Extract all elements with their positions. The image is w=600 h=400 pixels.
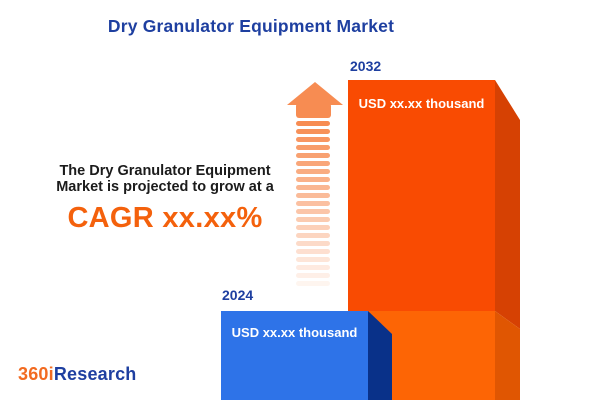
- arrow-stripe: [296, 137, 330, 142]
- bar-2024-front: [221, 311, 368, 400]
- arrow-stripe: [296, 161, 330, 166]
- arrow-stripe: [296, 185, 330, 190]
- growth-arrow-neck: [296, 103, 331, 118]
- arrow-stripe: [296, 265, 330, 270]
- arrow-stripe: [296, 273, 330, 278]
- arrow-stripe: [296, 145, 330, 150]
- arrow-stripe: [296, 257, 330, 262]
- arrow-stripe: [296, 121, 330, 126]
- bar-2032-side: [495, 80, 520, 329]
- arrow-stripe: [296, 225, 330, 230]
- arrow-stripe: [296, 209, 330, 214]
- arrow-stripe: [296, 193, 330, 198]
- cagr-value: CAGR xx.xx%: [67, 202, 263, 234]
- arrow-stripe: [296, 241, 330, 246]
- growth-arrow-icon: [287, 82, 343, 105]
- brand-logo-360i: 360i: [18, 364, 54, 384]
- bar-2032-side-base-segment: [495, 311, 520, 400]
- arrow-stripe: [296, 217, 330, 222]
- brand-logo: 360iResearch: [18, 364, 137, 385]
- bar-2024-side: [368, 311, 392, 400]
- tagline-line-2: Market is projected to grow at a: [56, 178, 274, 195]
- tagline-line-1: The Dry Granulator Equipment: [59, 163, 271, 179]
- bar-value-2032: USD xx.xx thousand: [358, 96, 485, 111]
- arrow-stripe: [296, 281, 330, 286]
- tagline-block: The Dry Granulator Equipment Market is p…: [34, 163, 296, 235]
- arrow-stripe: [296, 169, 330, 174]
- page-title: Dry Granulator Equipment Market: [107, 16, 395, 36]
- brand-logo-research: Research: [53, 364, 137, 384]
- arrow-stripe: [296, 153, 330, 158]
- arrow-stripes: [296, 121, 330, 291]
- bar-2032-front: [348, 80, 495, 311]
- arrow-stripe: [296, 129, 330, 134]
- arrow-stripe: [296, 177, 330, 182]
- bar-value-2024: USD xx.xx thousand: [231, 325, 358, 340]
- arrow-stripe: [296, 201, 330, 206]
- arrow-stripe: [296, 233, 330, 238]
- arrow-stripe: [296, 249, 330, 254]
- bar-label-2024: 2024: [222, 287, 254, 303]
- bar-label-2032: 2032: [350, 58, 382, 74]
